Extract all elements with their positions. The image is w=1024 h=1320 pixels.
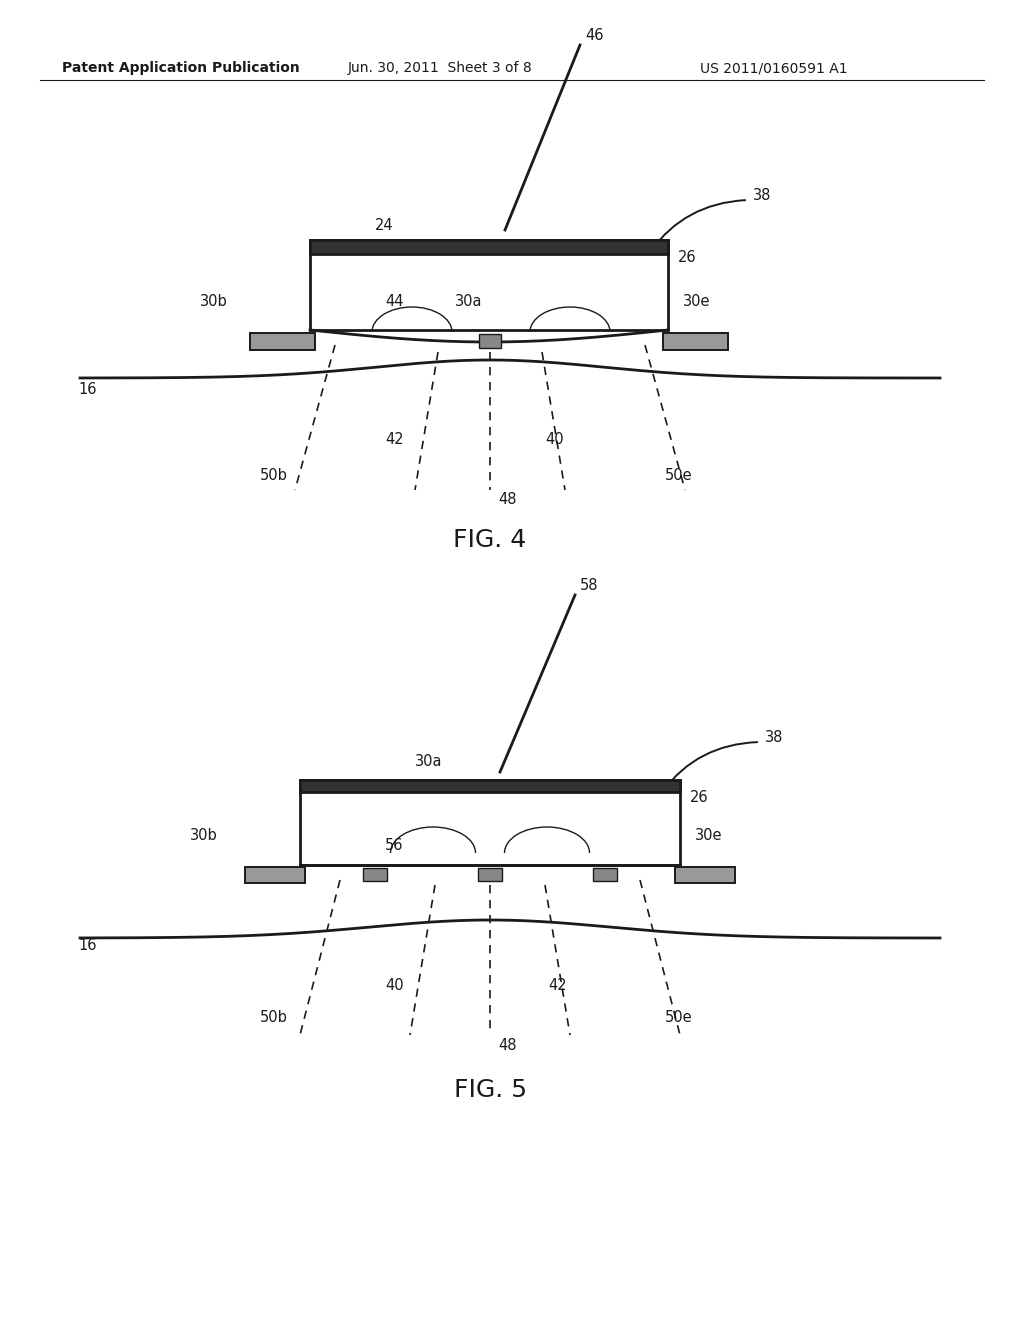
Text: FIG. 5: FIG. 5 xyxy=(454,1078,526,1102)
Text: 46: 46 xyxy=(585,28,603,42)
Polygon shape xyxy=(663,333,728,350)
Bar xyxy=(310,240,668,253)
Text: 38: 38 xyxy=(765,730,783,744)
Text: 50b: 50b xyxy=(260,1011,288,1026)
Text: 30a: 30a xyxy=(415,755,442,770)
Text: FIG. 4: FIG. 4 xyxy=(454,528,526,552)
Text: 26: 26 xyxy=(690,791,709,805)
Bar xyxy=(300,780,680,792)
Bar xyxy=(593,869,617,880)
Text: 40: 40 xyxy=(545,433,563,447)
Text: Jun. 30, 2011  Sheet 3 of 8: Jun. 30, 2011 Sheet 3 of 8 xyxy=(348,61,532,75)
Bar xyxy=(300,780,680,865)
Bar xyxy=(478,869,502,880)
Text: US 2011/0160591 A1: US 2011/0160591 A1 xyxy=(700,61,848,75)
Bar xyxy=(362,869,387,880)
Text: 48: 48 xyxy=(498,1038,516,1052)
Text: 16: 16 xyxy=(78,937,96,953)
Bar xyxy=(479,334,501,348)
Text: 50e: 50e xyxy=(665,1011,692,1026)
Text: 26: 26 xyxy=(678,251,696,265)
Bar xyxy=(310,240,668,330)
Text: 30b: 30b xyxy=(190,828,218,842)
Text: 40: 40 xyxy=(385,978,403,993)
Text: 16: 16 xyxy=(78,383,96,397)
Text: 30e: 30e xyxy=(683,294,711,309)
Polygon shape xyxy=(245,867,305,883)
Text: 30b: 30b xyxy=(200,294,227,309)
Text: 44: 44 xyxy=(385,294,403,309)
Text: Patent Application Publication: Patent Application Publication xyxy=(62,61,300,75)
Text: 50b: 50b xyxy=(260,467,288,483)
Text: 42: 42 xyxy=(548,978,566,993)
Text: 48: 48 xyxy=(498,492,516,507)
Text: 58: 58 xyxy=(580,578,598,593)
Polygon shape xyxy=(250,333,315,350)
Text: 50e: 50e xyxy=(665,467,692,483)
Text: 30e: 30e xyxy=(695,828,723,842)
Text: 42: 42 xyxy=(385,433,403,447)
Polygon shape xyxy=(675,867,735,883)
Text: 30a: 30a xyxy=(455,294,482,309)
Text: 24: 24 xyxy=(375,218,393,232)
Text: 38: 38 xyxy=(753,187,771,202)
Text: 56: 56 xyxy=(385,837,403,853)
